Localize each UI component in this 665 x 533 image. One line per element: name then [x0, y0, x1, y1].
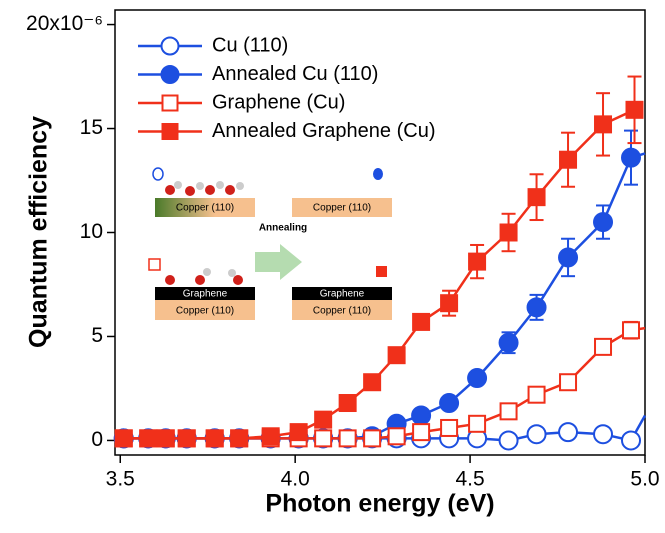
legend-label: Cu (110)	[212, 34, 288, 56]
inset	[148, 167, 392, 320]
x-tick-label: 3.5	[106, 468, 135, 491]
data-point	[387, 346, 406, 365]
arrow	[255, 244, 302, 280]
legend-marker	[161, 123, 179, 140]
data-point	[363, 373, 382, 392]
data-point	[338, 429, 357, 448]
x-axis-label: Photon energy (eV)	[265, 490, 494, 518]
data-point	[439, 393, 460, 414]
data-point	[558, 422, 579, 443]
data-point	[289, 423, 308, 442]
legend-marker	[161, 94, 179, 112]
x-tick-label: 4.5	[455, 468, 484, 491]
data-point	[261, 427, 280, 446]
inset-marker	[152, 167, 164, 181]
data-point	[440, 418, 459, 437]
data-point	[468, 252, 487, 271]
legend-label: Graphene (Cu)	[212, 91, 345, 113]
y-tick-label: 15	[80, 116, 103, 139]
annotation: Graphene	[320, 289, 365, 300]
y-axis-label: Quantum efficiency	[25, 116, 53, 348]
data-point	[527, 385, 546, 404]
substrate	[155, 300, 255, 320]
annotation: Copper (110)	[313, 306, 371, 317]
data-point	[498, 332, 519, 353]
data-point	[314, 429, 333, 448]
legend-marker	[160, 36, 180, 56]
data-point	[594, 115, 613, 134]
data-point	[205, 429, 224, 448]
annotation: Annealing	[259, 223, 307, 234]
inset-marker	[376, 266, 387, 277]
annotation: Copper (110)	[176, 203, 234, 214]
data-point	[177, 429, 196, 448]
data-point	[499, 402, 518, 421]
data-point	[412, 312, 431, 331]
data-point	[594, 337, 613, 356]
data-point	[114, 429, 133, 448]
substrate	[155, 198, 255, 217]
data-point	[467, 368, 488, 389]
data-point	[558, 247, 579, 268]
data-point	[593, 212, 614, 233]
annotation: Graphene	[183, 289, 228, 300]
data-point	[499, 223, 518, 242]
legend-marker	[160, 65, 180, 84]
data-point	[139, 429, 158, 448]
data-point	[338, 394, 357, 413]
data-point	[593, 424, 614, 445]
data-point	[440, 294, 459, 313]
data-point	[363, 429, 382, 448]
substrate	[292, 300, 392, 320]
data-point	[412, 423, 431, 442]
data-point	[526, 297, 547, 318]
data-point	[621, 147, 642, 168]
data-point	[468, 414, 487, 433]
data-point	[387, 427, 406, 446]
annotation: Copper (110)	[176, 306, 234, 317]
molecules	[165, 181, 244, 285]
inset-marker	[373, 168, 383, 180]
y-tick-label: 20x10⁻⁶	[26, 12, 103, 35]
data-point	[622, 321, 641, 340]
data-point	[498, 430, 519, 451]
y-tick-label: 0	[91, 428, 103, 451]
inset-marker	[148, 258, 161, 271]
x-tick-label: 4.0	[281, 468, 310, 491]
y-tick-label: 5	[91, 324, 103, 347]
annotation: Copper (110)	[313, 203, 371, 214]
data-point	[625, 100, 644, 119]
legend-label: Annealed Graphene (Cu)	[212, 120, 435, 142]
legend-label: Annealed Cu (110)	[212, 63, 378, 85]
data-point	[314, 410, 333, 429]
y-tick-label: 10	[80, 220, 103, 243]
data-point	[156, 429, 175, 448]
substrate	[292, 198, 392, 217]
data-point	[559, 150, 578, 169]
data-point	[527, 188, 546, 207]
graphene-layer	[155, 287, 255, 300]
x-tick-label: 5.0	[630, 468, 659, 491]
graphene-layer	[292, 287, 392, 300]
data-point	[559, 373, 578, 392]
data-point	[621, 430, 642, 451]
data-point	[230, 429, 249, 448]
data-point	[411, 405, 432, 426]
data-point	[526, 424, 547, 445]
